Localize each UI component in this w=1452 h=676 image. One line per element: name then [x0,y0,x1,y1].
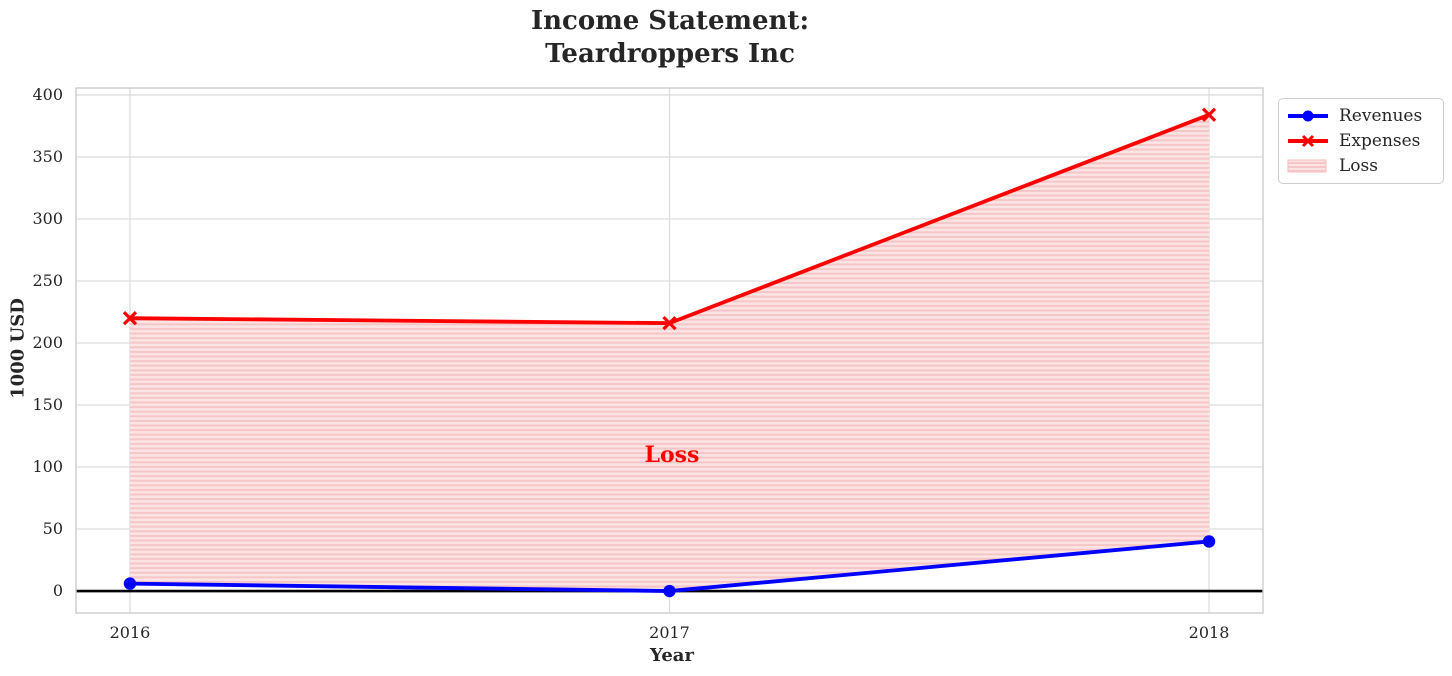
legend-entry-revenues: Revenues [1279,106,1443,126]
y-tick-label: 250 [32,270,63,290]
chart-title-line1: Income Statement: [530,6,810,36]
loss-fill-region [129,114,1210,592]
legend: Revenues Expenses Loss [1278,98,1444,184]
legend-label-expenses: Expenses [1339,131,1421,151]
y-tick-label: 50 [42,519,63,539]
y-tick-label: 150 [32,395,63,414]
y-tick-label: 100 [32,457,63,477]
expenses-marker [662,316,677,331]
expenses-marker [122,311,138,326]
x-tick-label: 2017 [649,623,690,642]
loss-patch-swatch-icon [1287,159,1327,173]
y-tick-label: 0 [52,581,63,601]
revenues-line-swatch-icon [1288,110,1328,122]
revenues-marker [663,584,676,598]
legend-label-revenues: Revenues [1339,106,1423,126]
x-tick-label: 2018 [1188,623,1230,642]
plot-border [75,87,1264,614]
y-tick-label: 400 [32,84,63,104]
revenues-marker [1202,535,1216,548]
y-tick-label: 350 [32,146,63,166]
legend-label-loss: Loss [1339,156,1378,176]
y-tick-label: 300 [32,208,63,228]
expenses-marker [1201,107,1217,122]
loss-annotation: Loss [644,442,700,468]
chart-title-line2: Teardroppers Inc [545,39,795,69]
expenses-line-swatch-icon [1288,134,1328,148]
chart-title: Income Statement: Teardroppers Inc [0,5,1340,71]
y-tick-label: 200 [32,332,63,352]
x-tick-label: 2016 [109,623,151,642]
legend-entry-expenses: Expenses [1279,131,1443,151]
revenues-marker [123,577,137,590]
x-axis-label: Year [650,645,694,666]
legend-entry-loss: Loss [1279,156,1443,176]
